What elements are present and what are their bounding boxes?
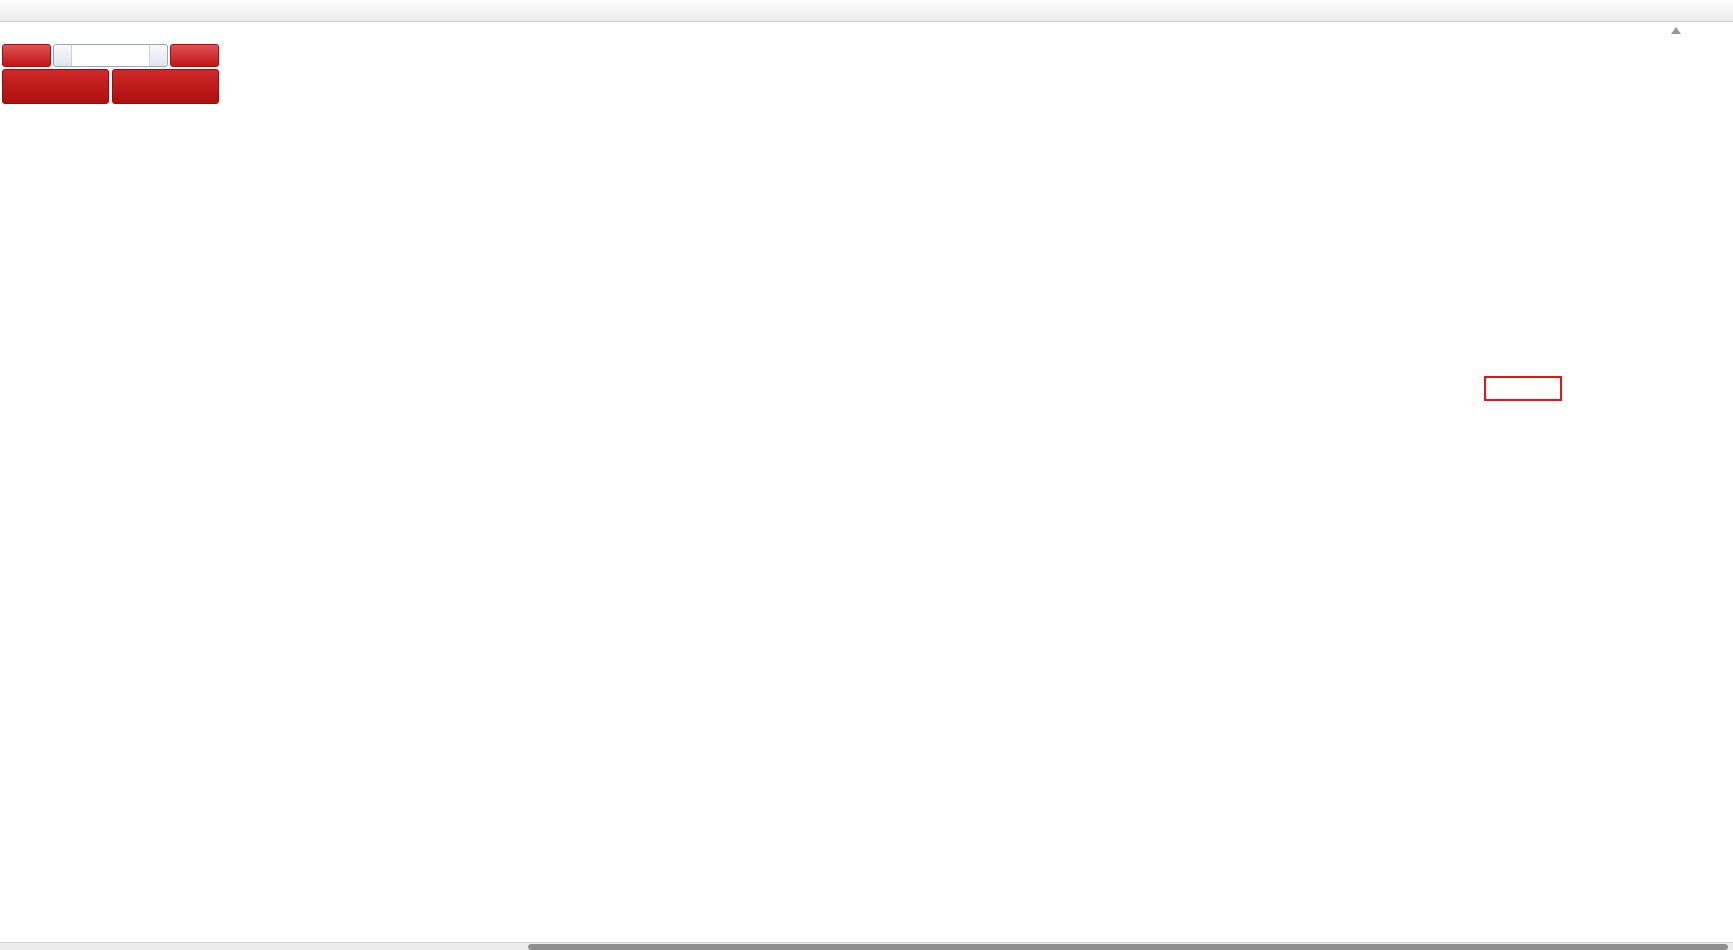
sell-price-quote[interactable] — [2, 69, 109, 104]
sell-button[interactable] — [2, 44, 51, 67]
one-click-trading-panel — [2, 44, 219, 104]
volume-control — [53, 44, 168, 67]
volume-input[interactable] — [72, 45, 149, 66]
horizontal-scrollbar — [0, 942, 1733, 950]
buy-price-quote[interactable] — [112, 69, 219, 104]
toolbar — [0, 0, 1733, 22]
price-flag-annotation[interactable] — [1484, 376, 1562, 401]
volume-decrease-button[interactable] — [54, 45, 72, 66]
volume-increase-button[interactable] — [149, 45, 167, 66]
chart-shift-marker[interactable] — [1671, 27, 1681, 34]
buy-button[interactable] — [170, 44, 219, 67]
horizontal-scrollbar-thumb[interactable] — [528, 944, 1728, 950]
